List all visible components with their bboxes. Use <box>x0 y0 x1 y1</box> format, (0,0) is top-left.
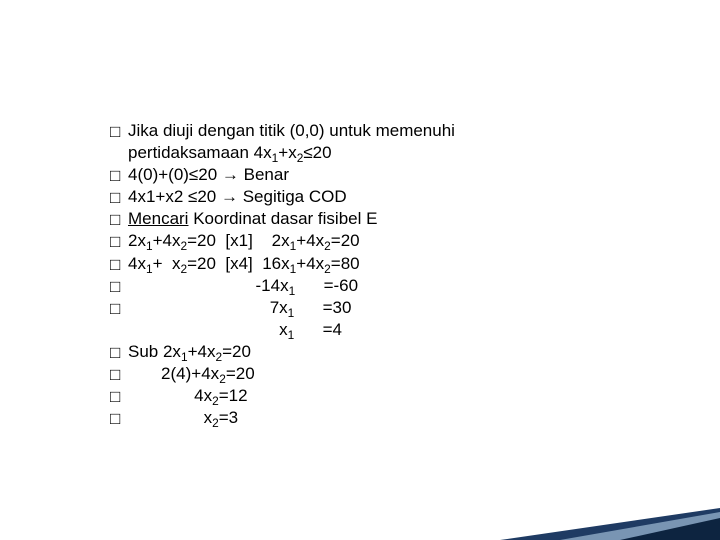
line-text: 2(4)+4x2=20 <box>128 363 255 384</box>
line-text: -14x1 =-60 <box>128 275 358 296</box>
line-text: x2=3 <box>128 407 238 428</box>
line-text: Jika diuji dengan titik (0,0) untuk meme… <box>128 120 455 141</box>
text-line: □ -14x1 =-60 <box>110 275 720 297</box>
bullet: □ <box>110 385 128 407</box>
bullet: □ <box>110 164 128 186</box>
text-line: □4(0)+(0)≤20 → Benar <box>110 164 720 186</box>
bullet: □ <box>110 407 128 429</box>
corner-decoration <box>500 500 720 540</box>
bullet: □ <box>110 208 128 230</box>
bullet: □ <box>110 275 128 297</box>
line-text: x1 =4 <box>128 319 342 340</box>
deco-triangle-1 <box>500 508 720 540</box>
text-line: □Mencari Koordinat dasar fisibel E <box>110 208 720 230</box>
line-text: 2x1+4x2=20 [x1] 2x1+4x2=20 <box>128 230 360 251</box>
line-text: 4(0)+(0)≤20 → Benar <box>128 164 289 185</box>
text-line: pertidaksamaan 4x1+x2≤20 <box>110 142 720 163</box>
text-line: x1 =4 <box>110 319 720 340</box>
text-line: □Jika diuji dengan titik (0,0) untuk mem… <box>110 120 720 142</box>
text-line: □2x1+4x2=20 [x1] 2x1+4x2=20 <box>110 230 720 252</box>
bullet <box>110 319 128 320</box>
bullet: □ <box>110 230 128 252</box>
text-line: □ 7x1 =30 <box>110 297 720 319</box>
text-line: □Sub 2x1+4x2=20 <box>110 341 720 363</box>
line-text: 4x1+ x2=20 [x4] 16x1+4x2=80 <box>128 253 360 274</box>
text-line: □ 2(4)+4x2=20 <box>110 363 720 385</box>
text-line: □ 4x2=12 <box>110 385 720 407</box>
line-text: pertidaksamaan 4x1+x2≤20 <box>128 142 332 163</box>
bullet: □ <box>110 186 128 208</box>
bullet: □ <box>110 363 128 385</box>
bullet: □ <box>110 253 128 275</box>
deco-triangle-3 <box>620 518 720 540</box>
text-line: □4x1+ x2=20 [x4] 16x1+4x2=80 <box>110 253 720 275</box>
line-text: 7x1 =30 <box>128 297 351 318</box>
deco-triangle-2 <box>560 512 720 540</box>
line-text: 4x1+x2 ≤20 → Segitiga COD <box>128 186 347 207</box>
line-text: Sub 2x1+4x2=20 <box>128 341 251 362</box>
bullet: □ <box>110 341 128 363</box>
text-line: □ x2=3 <box>110 407 720 429</box>
line-text: 4x2=12 <box>128 385 248 406</box>
bullet: □ <box>110 297 128 319</box>
line-text: Mencari Koordinat dasar fisibel E <box>128 208 377 229</box>
bullet: □ <box>110 120 128 142</box>
text-line: □4x1+x2 ≤20 → Segitiga COD <box>110 186 720 208</box>
bullet <box>110 142 128 143</box>
slide: □Jika diuji dengan titik (0,0) untuk mem… <box>0 0 720 540</box>
text-block: □Jika diuji dengan titik (0,0) untuk mem… <box>110 120 720 430</box>
